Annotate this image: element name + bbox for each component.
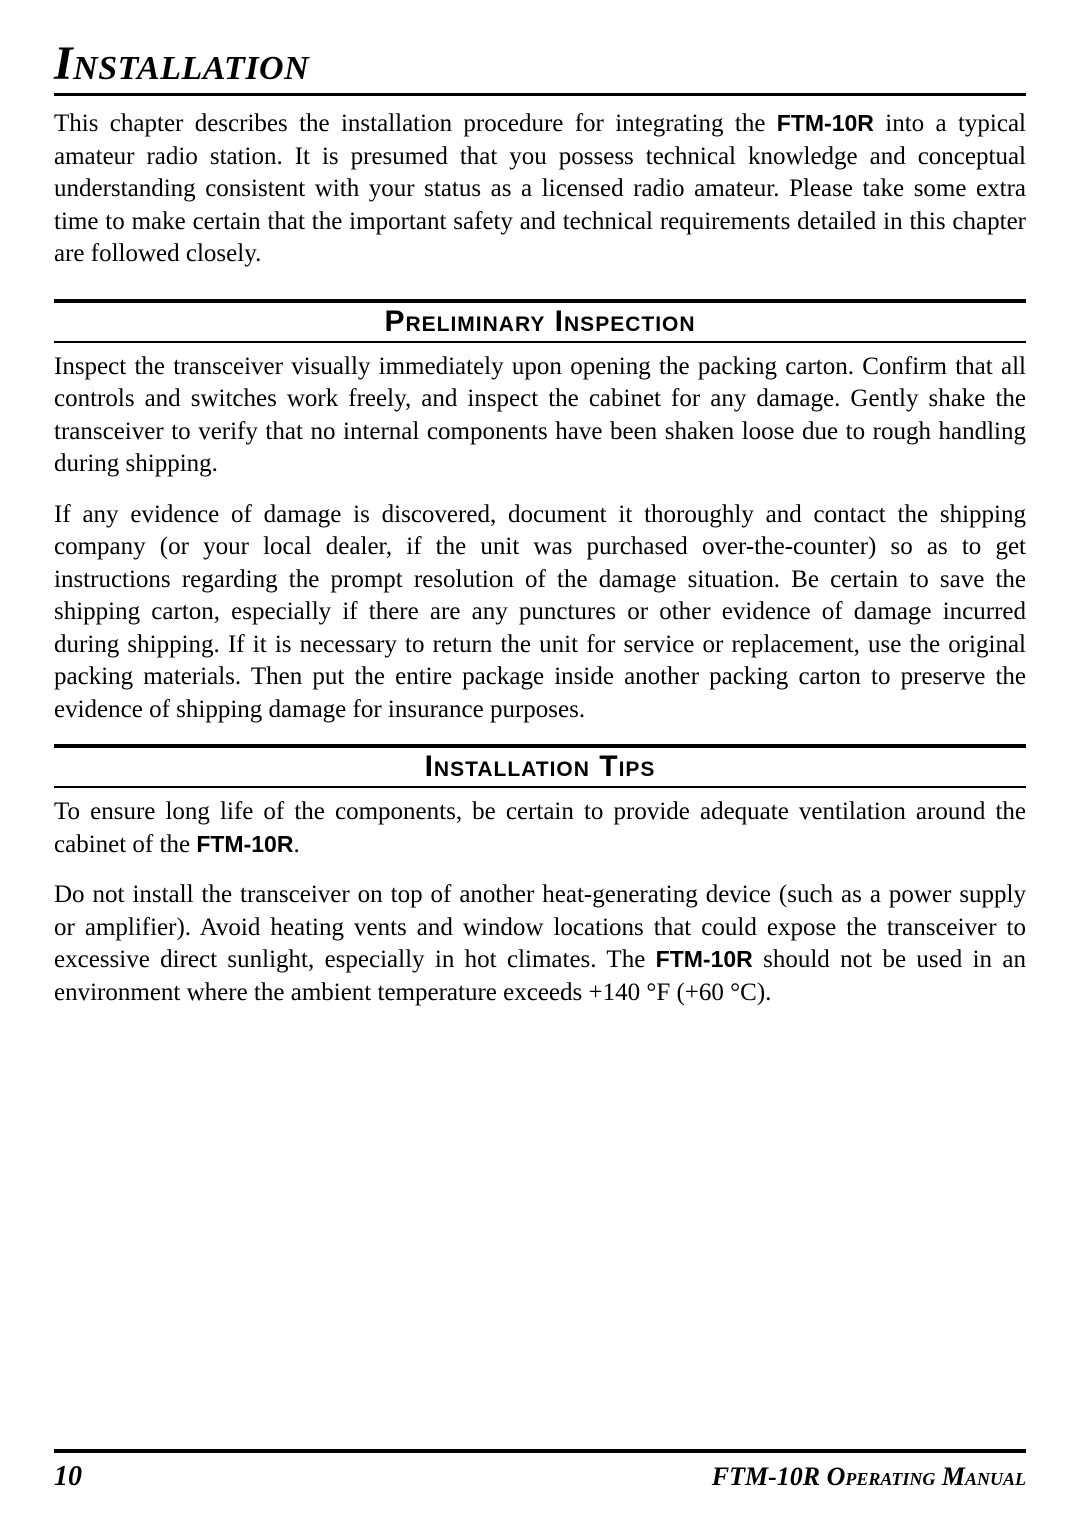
chapter-intro: This chapter describes the installation …	[54, 108, 1026, 271]
preliminary-para-2: If any evidence of damage is discovered,…	[54, 499, 1026, 727]
section-divider	[54, 744, 1026, 748]
tips-para-1: To ensure long life of the components, b…	[54, 796, 1026, 861]
model-name: FTM-10R	[656, 946, 753, 972]
footer-manual-title: FTM-10R Operating Manual	[712, 1462, 1026, 1492]
section-divider	[54, 299, 1026, 303]
intro-text-pre: This chapter describes the installation …	[54, 110, 777, 137]
preliminary-para-1: Inspect the transceiver visually immedia…	[54, 351, 1026, 481]
tips-para-2: Do not install the transceiver on top of…	[54, 879, 1026, 1009]
section-heading-preliminary: Preliminary Inspection	[54, 305, 1026, 343]
section-heading-tips: Installation Tips	[54, 750, 1026, 788]
chapter-title: Installation	[54, 36, 1026, 96]
tips-text-post: .	[293, 831, 299, 858]
model-name: FTM-10R	[777, 110, 874, 136]
page-footer: 10 FTM-10R Operating Manual	[54, 1449, 1026, 1493]
model-name: FTM-10R	[196, 831, 293, 857]
page-number: 10	[54, 1461, 82, 1493]
